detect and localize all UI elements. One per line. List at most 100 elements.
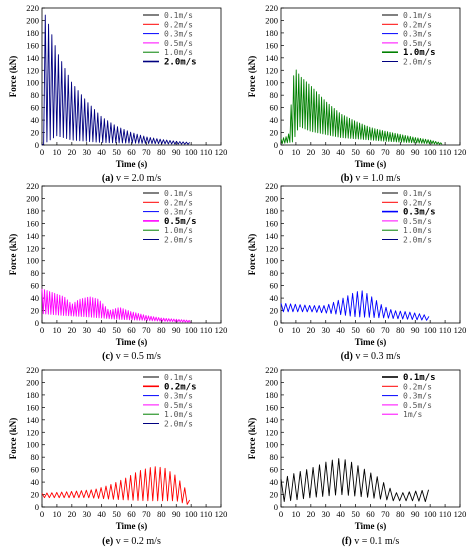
y-tick-label: 80 bbox=[270, 268, 279, 278]
legend-label: 0.5m/s bbox=[403, 217, 432, 226]
y-tick-label: 160 bbox=[265, 40, 278, 50]
x-tick-label: 100 bbox=[185, 509, 198, 519]
y-tick-label: 120 bbox=[265, 243, 278, 253]
x-tick-label: 60 bbox=[127, 509, 136, 519]
y-tick-label: 140 bbox=[26, 53, 39, 63]
x-tick-label: 30 bbox=[322, 325, 331, 335]
x-tick-label: 110 bbox=[200, 325, 212, 335]
y-tick-label: 220 bbox=[265, 3, 278, 13]
x-tick-label: 60 bbox=[366, 509, 375, 519]
series-line bbox=[280, 458, 429, 503]
legend-label: 0.2m/s bbox=[403, 198, 432, 207]
x-tick-label: 120 bbox=[215, 325, 228, 335]
y-tick-label: 200 bbox=[265, 193, 278, 203]
legend-label: 1.0m/s bbox=[403, 226, 432, 235]
y-tick-label: 180 bbox=[265, 28, 278, 38]
x-tick-label: 10 bbox=[53, 509, 62, 519]
caption-text: v = 0.2 m/s bbox=[113, 536, 161, 547]
x-tick-label: 80 bbox=[396, 509, 405, 519]
legend-label: 0.1m/s bbox=[164, 11, 193, 20]
x-tick-label: 80 bbox=[396, 325, 405, 335]
legend-label: 0.5m/s bbox=[164, 39, 193, 48]
y-tick-label: 80 bbox=[270, 90, 279, 100]
y-tick-label: 180 bbox=[26, 390, 39, 400]
legend-label: 0.3m/s bbox=[403, 30, 432, 39]
x-tick-label: 90 bbox=[172, 509, 181, 519]
y-tick-label: 60 bbox=[31, 103, 40, 113]
y-tick-label: 40 bbox=[31, 115, 40, 125]
y-tick-label: 120 bbox=[26, 65, 39, 75]
caption-text: v = 1.0 m/s bbox=[353, 173, 401, 184]
y-tick-label: 0 bbox=[35, 318, 39, 328]
x-tick-label: 120 bbox=[454, 147, 467, 157]
y-tick-label: 180 bbox=[265, 206, 278, 216]
x-tick-label: 10 bbox=[53, 325, 62, 335]
x-axis-label: Time (s) bbox=[116, 521, 148, 531]
legend-label: 0.2m/s bbox=[403, 382, 432, 391]
y-tick-label: 100 bbox=[265, 440, 278, 450]
legend-label: 0.5m/s bbox=[164, 401, 193, 410]
y-tick-label: 100 bbox=[26, 440, 39, 450]
y-tick-label: 180 bbox=[265, 390, 278, 400]
y-tick-label: 200 bbox=[265, 15, 278, 25]
x-tick-label: 100 bbox=[424, 509, 437, 519]
legend-label: 0.1m/s bbox=[403, 11, 432, 20]
plot-frame bbox=[41, 185, 222, 324]
y-tick-label: 120 bbox=[265, 427, 278, 437]
x-tick-label: 20 bbox=[68, 325, 77, 335]
x-tick-label: 70 bbox=[381, 325, 390, 335]
y-tick-label: 120 bbox=[265, 65, 278, 75]
legend-label: 0.5m/s bbox=[164, 217, 197, 227]
legend-label: 0.3m/s bbox=[164, 392, 193, 401]
x-tick-label: 90 bbox=[172, 147, 181, 157]
y-tick-label: 140 bbox=[265, 231, 278, 241]
x-axis-label: Time (s) bbox=[116, 159, 148, 169]
caption-letter: (a) bbox=[102, 173, 114, 184]
x-tick-label: 120 bbox=[215, 147, 228, 157]
x-tick-label: 50 bbox=[351, 325, 360, 335]
y-tick-label: 0 bbox=[35, 140, 39, 150]
series-line bbox=[41, 466, 191, 505]
x-axis-label: Time (s) bbox=[355, 159, 387, 169]
x-tick-label: 50 bbox=[112, 147, 121, 157]
x-tick-label: 0 bbox=[40, 147, 44, 157]
y-tick-label: 20 bbox=[270, 128, 279, 138]
panel-caption: (c) v = 0.5 m/s bbox=[102, 351, 161, 362]
legend-label: 1.0m/s bbox=[164, 410, 193, 419]
legend-label: 0.2m/s bbox=[164, 20, 193, 29]
x-tick-label: 100 bbox=[185, 325, 198, 335]
x-tick-label: 60 bbox=[366, 147, 375, 157]
panel-caption: (e) v = 0.2 m/s bbox=[102, 536, 161, 547]
y-tick-label: 80 bbox=[31, 452, 40, 462]
y-tick-label: 140 bbox=[265, 53, 278, 63]
x-tick-label: 70 bbox=[381, 147, 390, 157]
caption-text: v = 0.5 m/s bbox=[113, 351, 161, 362]
x-axis-label: Time (s) bbox=[355, 337, 387, 347]
x-tick-label: 30 bbox=[83, 325, 92, 335]
x-tick-label: 60 bbox=[127, 147, 136, 157]
legend-label: 0.1m/s bbox=[164, 373, 193, 382]
y-axis-label: Force (kN) bbox=[247, 418, 257, 460]
series-line bbox=[41, 14, 191, 146]
legend-label: 0.3m/s bbox=[403, 208, 436, 218]
x-tick-label: 80 bbox=[157, 325, 166, 335]
x-axis-label: Time (s) bbox=[355, 521, 387, 531]
y-tick-label: 60 bbox=[270, 281, 279, 291]
plot-frame bbox=[41, 7, 222, 146]
caption-text: v = 2.0 m/s bbox=[114, 173, 162, 184]
x-tick-label: 50 bbox=[351, 509, 360, 519]
panel-caption: (f) v = 0.1 m/s bbox=[342, 536, 400, 547]
x-tick-label: 20 bbox=[307, 325, 316, 335]
x-tick-label: 90 bbox=[411, 325, 420, 335]
legend-label: 0.2m/s bbox=[164, 382, 197, 392]
y-tick-label: 220 bbox=[26, 365, 39, 375]
x-tick-label: 50 bbox=[112, 509, 121, 519]
x-tick-label: 40 bbox=[97, 509, 106, 519]
x-tick-label: 30 bbox=[322, 147, 331, 157]
x-tick-label: 50 bbox=[351, 147, 360, 157]
y-tick-label: 40 bbox=[31, 477, 40, 487]
